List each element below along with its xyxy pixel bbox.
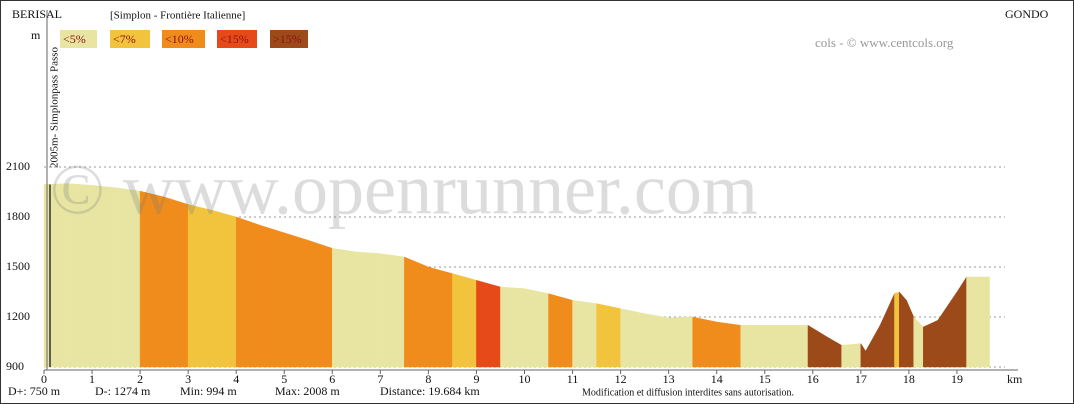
profile-segment (452, 273, 477, 368)
y-tick-label: 1200 (6, 309, 30, 323)
stat: D+: 750 m (8, 384, 61, 398)
legend-swatch (162, 30, 205, 48)
legend-label: >15% (273, 32, 302, 46)
stat: Distance: 19.684 km (380, 384, 480, 398)
credit: cols - © www.centcols.org (815, 35, 954, 50)
profile-segment (692, 316, 717, 368)
title: [Simplon - Frontière Italienne] (110, 10, 245, 22)
x-tick-label: 12 (615, 372, 627, 386)
x-tick-label: 13 (663, 372, 675, 386)
profile-segment (500, 286, 525, 368)
legend-label: <5% (63, 32, 86, 46)
profile-segment (899, 291, 907, 368)
profile-segment (235, 216, 261, 368)
x-tick-label: 18 (903, 372, 915, 386)
profile-segment (596, 303, 621, 368)
notice: Modification et diffusion interdites san… (582, 387, 794, 398)
profile-segment (966, 276, 990, 368)
x-tick-label: 15 (759, 372, 771, 386)
profile-segment (894, 291, 900, 368)
end-label: GONDO (1005, 7, 1049, 21)
profile-segment (259, 224, 285, 368)
profile-segment (428, 266, 453, 368)
profile-segment (740, 325, 765, 368)
profile-segment (404, 256, 429, 368)
y-tick-label: 900 (6, 359, 24, 373)
profile-segment (476, 280, 501, 368)
legend-label: <10% (165, 32, 194, 46)
x-tick-label: 16 (807, 372, 819, 386)
legend-label: <15% (220, 32, 249, 46)
x-tick-label: 9 (473, 372, 479, 386)
profile-segment (620, 308, 645, 368)
x-tick-label: 5 (281, 372, 287, 386)
x-tick-label: 1 (89, 372, 95, 386)
y-tick-label: 1500 (6, 259, 30, 273)
stat: Max: 2008 m (275, 384, 340, 398)
x-tick-label: 14 (711, 372, 723, 386)
legend-swatch (60, 30, 97, 48)
x-tick-label: 0 (41, 372, 47, 386)
profile-segment (356, 251, 381, 368)
x-tick-label: 6 (329, 372, 335, 386)
profile-segment (956, 276, 967, 368)
y-tick-label: 1800 (6, 209, 30, 223)
profile-segment (332, 248, 357, 368)
x-tick-label: 4 (233, 372, 239, 386)
y-unit: m (31, 28, 41, 42)
y-tick-label: 2100 (6, 159, 30, 173)
watermark: © www.openrunner.com (50, 150, 758, 230)
profile-segment (380, 253, 405, 368)
legend-swatch (110, 30, 150, 48)
profile-segment (923, 319, 938, 368)
profile-segment (524, 288, 549, 368)
profile-segment (308, 239, 333, 368)
profile-segment (548, 293, 573, 368)
stat: Min: 994 m (180, 384, 237, 398)
pass-label: 2005m- Simplonpass Passo (49, 46, 61, 168)
legend-swatch (270, 30, 308, 48)
stat: D-: 1274 m (95, 384, 151, 398)
legend-label: <7% (113, 32, 136, 46)
x-tick-label: 3 (185, 372, 191, 386)
legend-swatch (217, 30, 257, 48)
profile-segment (572, 300, 597, 368)
x-unit: km (1007, 372, 1023, 386)
x-tick-label: 8 (425, 372, 431, 386)
x-tick-label: 19 (951, 372, 963, 386)
x-tick-label: 7 (377, 372, 383, 386)
profile-segment (764, 325, 809, 368)
profile-segment (644, 313, 669, 368)
x-tick-label: 17 (855, 372, 867, 386)
profile-segment (841, 343, 862, 368)
x-tick-label: 11 (567, 372, 579, 386)
profile-segment (284, 232, 309, 368)
profile-segment (211, 210, 237, 368)
start-label: BERISAL (12, 7, 62, 21)
x-tick-label: 2 (137, 372, 143, 386)
profile-segment (668, 316, 693, 368)
profile-segment (716, 321, 741, 368)
x-tick-label: 10 (519, 372, 531, 386)
